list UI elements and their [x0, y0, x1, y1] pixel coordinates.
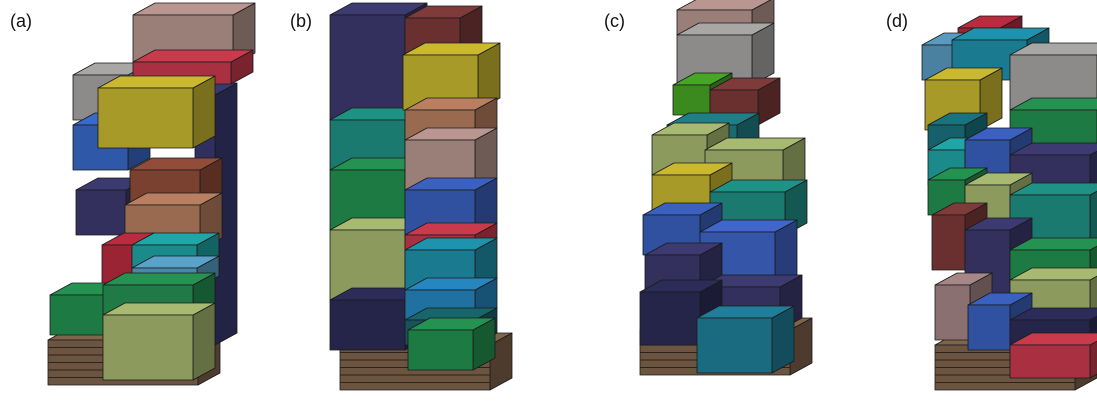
- box-top: [133, 50, 253, 62]
- box-front: [330, 300, 405, 350]
- box-front: [50, 295, 105, 335]
- box-front: [673, 85, 710, 115]
- panel-label: (b): [290, 11, 312, 31]
- panel-label: (c): [604, 11, 625, 31]
- box-front: [408, 330, 473, 370]
- box-front: [935, 285, 970, 340]
- panel-label: (d): [886, 11, 908, 31]
- box-front: [98, 88, 193, 148]
- box-front: [697, 318, 772, 373]
- panel-label: (a): [10, 11, 32, 31]
- box-side: [193, 76, 215, 148]
- box-front: [968, 305, 1010, 350]
- box-front: [330, 15, 405, 120]
- box-stacks: [48, 0, 1097, 390]
- box-front: [1010, 345, 1090, 378]
- page: (a) (b) (c) (d) (() => { const data = JS…: [0, 0, 1097, 402]
- box-front: [640, 292, 700, 345]
- box-side: [193, 303, 215, 380]
- figure: (a) (b) (c) (d): [0, 0, 1097, 402]
- box-front: [932, 215, 965, 270]
- box-front: [103, 315, 193, 380]
- box-front: [76, 190, 126, 235]
- box-top: [133, 3, 255, 15]
